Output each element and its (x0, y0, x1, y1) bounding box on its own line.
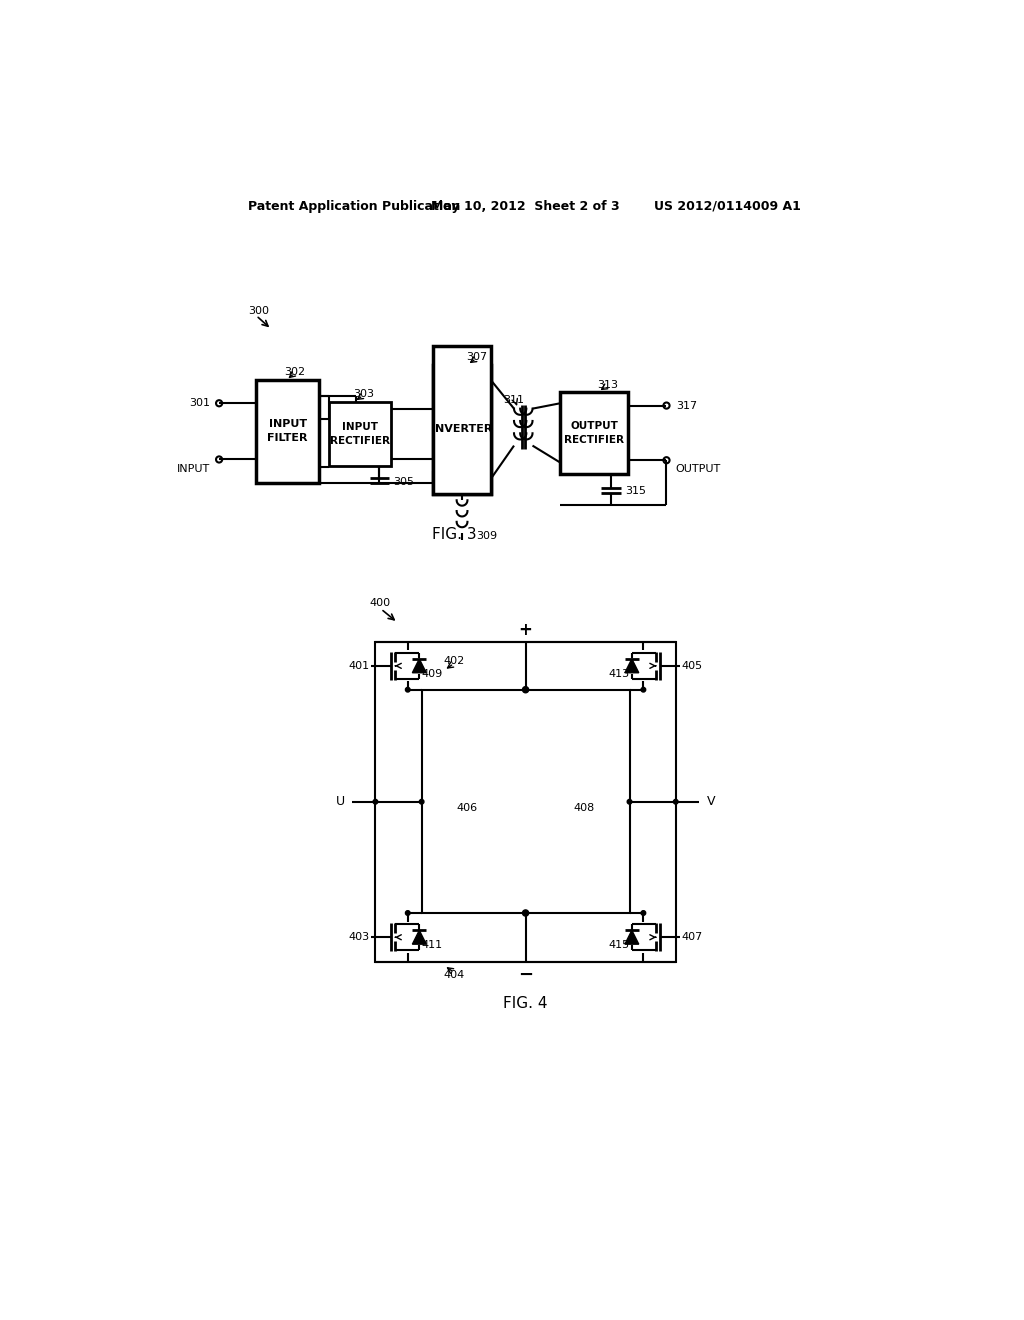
Text: RECTIFIER: RECTIFIER (564, 434, 624, 445)
Text: 415: 415 (608, 940, 630, 950)
Circle shape (641, 911, 646, 915)
Bar (433, 346, 490, 494)
Polygon shape (413, 931, 426, 944)
Polygon shape (625, 659, 639, 673)
Circle shape (641, 688, 646, 692)
Text: OUTPUT: OUTPUT (676, 465, 721, 474)
Circle shape (406, 911, 410, 915)
Text: 401: 401 (348, 661, 370, 671)
Circle shape (373, 800, 378, 804)
Text: 405: 405 (682, 661, 703, 671)
Text: FILTER: FILTER (267, 433, 308, 444)
Polygon shape (625, 931, 639, 944)
Text: 311: 311 (503, 395, 523, 405)
Circle shape (628, 800, 632, 804)
Text: OUTPUT: OUTPUT (570, 421, 618, 430)
Text: INPUT: INPUT (268, 420, 307, 429)
Circle shape (674, 800, 678, 804)
Text: 303: 303 (353, 389, 375, 399)
Bar (256, 380, 319, 483)
Text: 307: 307 (467, 352, 487, 362)
Text: V: V (707, 795, 715, 808)
Text: 409: 409 (422, 668, 442, 678)
Circle shape (419, 800, 424, 804)
Text: 413: 413 (608, 668, 630, 678)
Text: Patent Application Publication: Patent Application Publication (249, 199, 461, 213)
Text: +: + (518, 622, 532, 639)
Text: 408: 408 (573, 803, 595, 813)
Text: 317: 317 (676, 400, 697, 411)
Text: 402: 402 (443, 656, 465, 667)
Text: 309: 309 (476, 532, 497, 541)
Text: 305: 305 (393, 477, 414, 487)
Text: 301: 301 (188, 399, 210, 408)
Bar (433, 364, 490, 494)
Text: INVERTER: INVERTER (431, 425, 493, 434)
Text: 315: 315 (625, 486, 646, 496)
Polygon shape (413, 659, 426, 673)
Text: 406: 406 (457, 803, 477, 813)
Circle shape (522, 686, 528, 693)
Text: 300: 300 (249, 306, 269, 315)
Text: 313: 313 (597, 380, 618, 389)
Text: 407: 407 (682, 932, 703, 942)
Bar (422, 689, 630, 913)
Bar (330, 401, 391, 466)
Text: US 2012/0114009 A1: US 2012/0114009 A1 (654, 199, 801, 213)
Text: 302: 302 (284, 367, 305, 376)
Text: 411: 411 (422, 940, 442, 950)
Text: May 10, 2012  Sheet 2 of 3: May 10, 2012 Sheet 2 of 3 (431, 199, 620, 213)
Text: 403: 403 (348, 932, 370, 942)
Circle shape (522, 909, 528, 916)
Text: −: − (518, 966, 534, 985)
Text: FIG. 4: FIG. 4 (504, 997, 548, 1011)
Text: RECTIFIER: RECTIFIER (330, 436, 390, 446)
Text: 400: 400 (370, 598, 390, 607)
Text: U: U (336, 795, 345, 808)
Text: INPUT: INPUT (176, 465, 210, 474)
Bar (560, 392, 628, 474)
Text: FIG. 3: FIG. 3 (432, 527, 476, 541)
Circle shape (406, 688, 410, 692)
Text: 404: 404 (443, 970, 465, 979)
Text: INPUT: INPUT (342, 422, 378, 432)
Bar (376, 642, 676, 961)
